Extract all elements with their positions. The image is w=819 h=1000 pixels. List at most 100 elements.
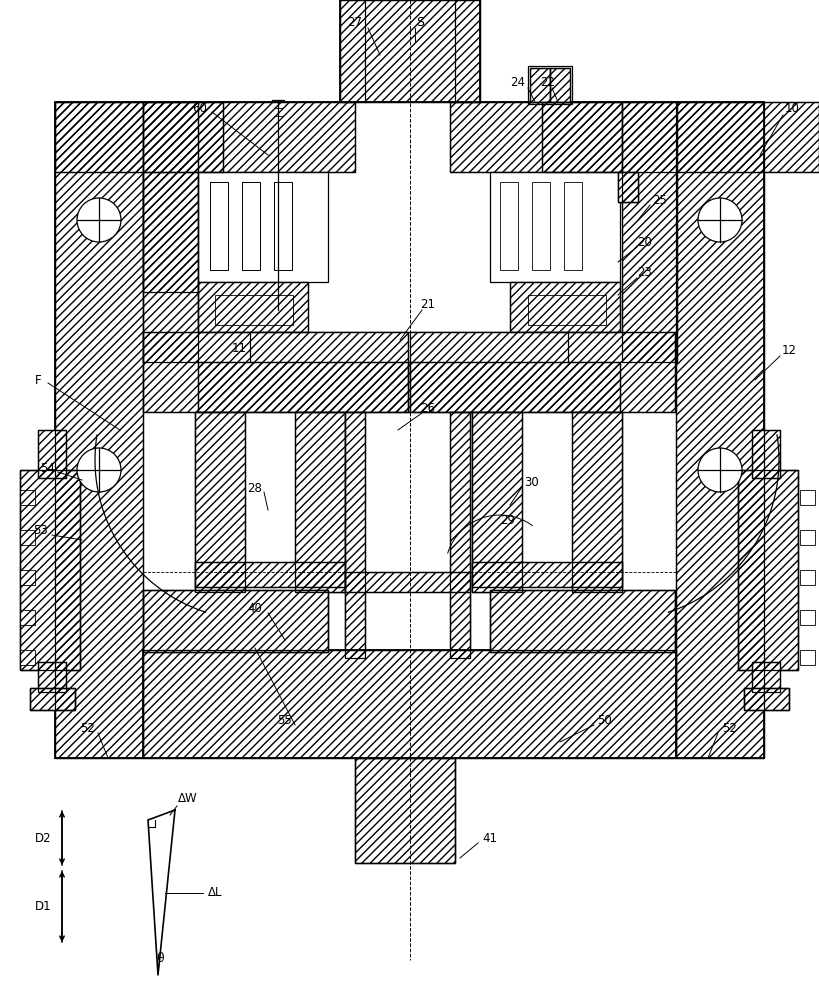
- Text: 40: 40: [247, 601, 262, 614]
- Bar: [800, 570, 815, 585]
- Bar: [143, 172, 198, 292]
- Bar: [340, 0, 480, 102]
- Bar: [20, 530, 35, 545]
- Bar: [198, 172, 328, 282]
- Bar: [210, 182, 228, 270]
- Bar: [450, 412, 470, 658]
- Bar: [676, 102, 764, 758]
- Text: θ: θ: [156, 952, 164, 964]
- Bar: [752, 662, 780, 692]
- Bar: [274, 182, 292, 270]
- Bar: [242, 182, 260, 270]
- Text: 23: 23: [637, 265, 653, 278]
- Bar: [450, 412, 470, 658]
- Bar: [38, 430, 66, 478]
- Bar: [408, 362, 620, 412]
- Bar: [542, 102, 622, 172]
- Bar: [744, 688, 789, 710]
- Bar: [572, 412, 622, 592]
- Text: 11: 11: [232, 342, 247, 355]
- Bar: [752, 430, 780, 478]
- Bar: [20, 470, 80, 670]
- Text: 52: 52: [80, 722, 96, 734]
- Bar: [274, 182, 292, 270]
- Bar: [800, 650, 815, 665]
- Bar: [30, 688, 75, 710]
- Bar: [143, 590, 328, 652]
- Bar: [198, 282, 308, 332]
- Circle shape: [77, 448, 121, 492]
- Text: ΔL: ΔL: [208, 886, 222, 898]
- Text: 55: 55: [278, 714, 292, 726]
- Bar: [143, 650, 676, 758]
- Bar: [55, 102, 143, 758]
- Bar: [143, 332, 408, 412]
- Bar: [143, 102, 198, 362]
- Bar: [38, 430, 66, 478]
- Bar: [38, 662, 66, 692]
- Circle shape: [698, 448, 742, 492]
- Text: D2: D2: [35, 832, 52, 844]
- Bar: [500, 182, 518, 270]
- Bar: [55, 102, 764, 758]
- Text: 12: 12: [782, 344, 797, 357]
- Bar: [143, 172, 198, 292]
- Bar: [210, 182, 228, 270]
- Bar: [450, 102, 819, 172]
- Bar: [340, 0, 480, 102]
- Bar: [490, 590, 675, 652]
- Circle shape: [77, 198, 121, 242]
- Bar: [143, 102, 223, 172]
- Bar: [800, 530, 815, 545]
- Bar: [800, 490, 815, 505]
- Bar: [410, 332, 675, 412]
- Text: 10: 10: [785, 102, 800, 114]
- Bar: [30, 688, 75, 710]
- Bar: [490, 172, 620, 282]
- Text: 20: 20: [637, 235, 653, 248]
- Bar: [345, 572, 470, 592]
- Text: F: F: [35, 373, 42, 386]
- Text: 41: 41: [482, 832, 497, 844]
- Bar: [215, 295, 293, 325]
- Bar: [622, 102, 677, 362]
- Bar: [20, 570, 35, 585]
- Bar: [618, 172, 638, 202]
- Bar: [20, 490, 35, 505]
- Bar: [20, 470, 80, 670]
- Bar: [143, 332, 408, 412]
- Bar: [472, 412, 622, 592]
- Bar: [355, 758, 455, 863]
- Bar: [30, 688, 75, 710]
- Bar: [510, 282, 620, 332]
- Bar: [143, 172, 676, 758]
- Circle shape: [698, 198, 742, 242]
- Bar: [622, 102, 677, 362]
- Bar: [550, 68, 570, 102]
- Bar: [195, 562, 345, 587]
- Bar: [345, 412, 470, 658]
- Bar: [450, 102, 819, 172]
- Text: 60: 60: [192, 102, 207, 114]
- Text: 53: 53: [33, 524, 48, 536]
- Text: 27: 27: [347, 15, 363, 28]
- Bar: [195, 562, 345, 587]
- Bar: [340, 0, 480, 102]
- Bar: [143, 590, 328, 652]
- Text: 22: 22: [541, 76, 555, 89]
- Bar: [143, 102, 223, 172]
- Bar: [55, 102, 143, 758]
- Bar: [250, 332, 410, 412]
- Bar: [530, 68, 550, 102]
- Bar: [198, 362, 410, 412]
- Text: 30: 30: [525, 476, 540, 488]
- Bar: [676, 102, 764, 758]
- Bar: [20, 650, 35, 665]
- Bar: [490, 590, 675, 652]
- Text: 50: 50: [598, 714, 613, 726]
- Text: S: S: [416, 15, 424, 28]
- Bar: [528, 66, 572, 104]
- Bar: [800, 610, 815, 625]
- Bar: [738, 470, 798, 670]
- Bar: [198, 362, 410, 412]
